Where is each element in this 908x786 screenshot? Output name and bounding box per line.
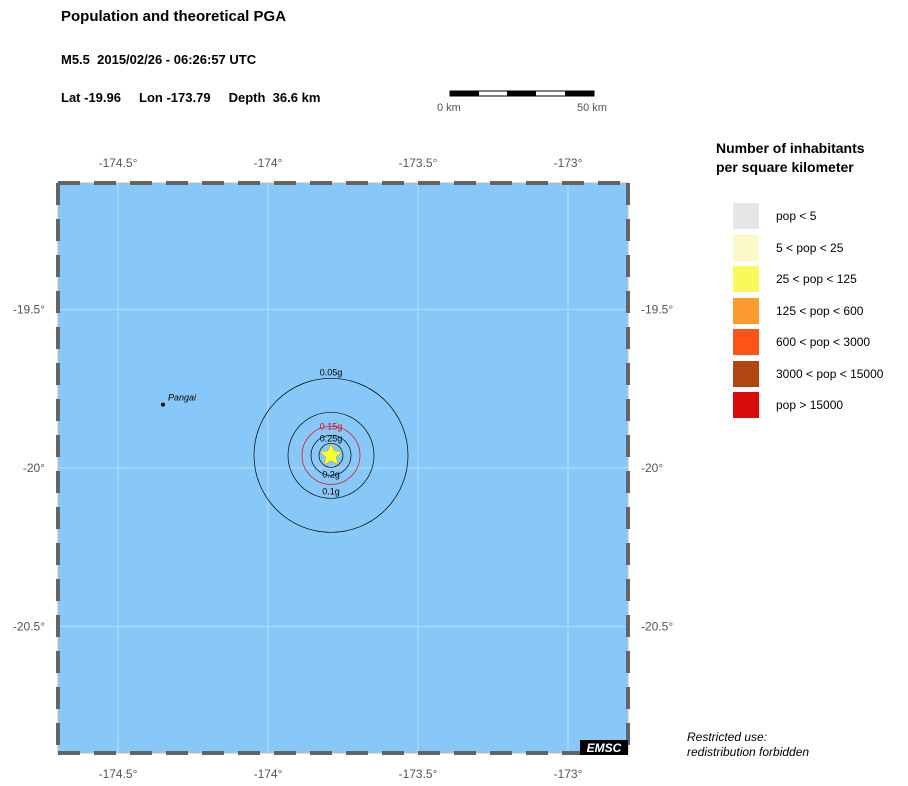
lon-tick-label: -173.5° — [399, 767, 438, 781]
pga-contour-label: 0.15g — [320, 421, 343, 431]
legend-swatch — [733, 234, 759, 261]
pga-contour-circle — [301, 425, 361, 485]
lon-tick-label: -173° — [554, 156, 583, 170]
legend-label: pop > 15000 — [776, 398, 844, 412]
lat-tick-label: -20.5° — [641, 619, 673, 633]
frame-outline — [57, 182, 629, 754]
lat-tick-label: -19.5° — [641, 303, 673, 317]
legend-swatch — [733, 360, 759, 387]
legend-title: Number of inhabitants per square kilomet… — [716, 139, 865, 177]
lat-tick-label: -20° — [641, 461, 663, 475]
event-info: M5.5 2015/02/26 - 06:26:57 UTC — [61, 52, 257, 67]
lon-tick-label: -174.5° — [99, 156, 138, 170]
pga-contour-label: 0.05g — [320, 367, 343, 377]
svg-text:EMSC: EMSC — [587, 741, 622, 755]
pga-map: -174.5° -174.5° -174° -174° -173.5° -173.5° -1… — [13, 156, 674, 781]
restricted-line1: Restricted use: — [687, 730, 768, 744]
pga-contours: 0.25g 0.2g 0.15g 0.1g 0.05g — [253, 367, 409, 533]
legend-swatch — [733, 392, 759, 418]
legend-label: 125 < pop < 600 — [776, 303, 864, 318]
legend-swatch — [733, 266, 759, 292]
restricted-use-note: Restricted use: redistribution forbidden — [687, 730, 809, 760]
map-features: Pangai — [161, 393, 344, 466]
scale-left-label: 0 km — [437, 102, 461, 114]
lat-tick-label: -19.5° — [13, 303, 45, 317]
legend-swatch — [733, 297, 759, 324]
restricted-line2: redistribution forbidden — [687, 745, 810, 759]
legend-swatch — [733, 329, 759, 355]
pga-contour-circle — [253, 377, 409, 533]
scale-right-label: 50 km — [577, 102, 607, 114]
pga-contour-circle — [310, 434, 352, 476]
lon-tick-label: -174.5° — [99, 767, 138, 781]
graticule — [58, 183, 628, 753]
legend-label: pop < 5 — [776, 209, 817, 223]
legend-title-line1: Number of inhabitants — [716, 140, 865, 156]
emsc-watermark: EMSC — [580, 740, 628, 755]
legend-label: 25 < pop < 125 — [776, 272, 857, 286]
lon-tick-label: -173° — [554, 767, 583, 781]
axis-tick-labels: -174.5° -174.5° -174° -174° -173.5° -173.5° -1… — [13, 156, 674, 781]
city-dot-icon — [161, 402, 165, 407]
legend-label: 5 < pop < 25 — [776, 240, 844, 255]
lon-tick-label: -174° — [254, 156, 283, 170]
lon-tick-label: -173.5° — [399, 156, 438, 170]
pga-contour-label: 0.1g — [322, 486, 340, 496]
city-label: Pangai — [168, 393, 197, 403]
legend-swatch — [733, 203, 759, 229]
map-title: Population and theoretical PGA — [61, 8, 287, 25]
legend-title-line2: per square kilometer — [716, 159, 854, 175]
lat-tick-label: -20° — [23, 461, 45, 475]
event-coordinates: Lat -19.96 Lon -173.79 Depth 36.6 km — [61, 90, 321, 105]
pga-contour-circle — [287, 411, 375, 499]
scale-bar — [449, 90, 595, 97]
legend-label: 600 < pop < 3000 — [776, 335, 871, 349]
map-border — [56, 181, 630, 755]
legend-label: 3000 < pop < 15000 — [776, 366, 884, 381]
lat-tick-label: -20.5° — [13, 619, 45, 633]
lon-tick-label: -174° — [254, 767, 283, 781]
epicenter-star-icon — [318, 442, 344, 466]
pga-contour-label: 0.2g — [322, 469, 340, 479]
pga-contour-label: 0.25g — [320, 433, 343, 443]
